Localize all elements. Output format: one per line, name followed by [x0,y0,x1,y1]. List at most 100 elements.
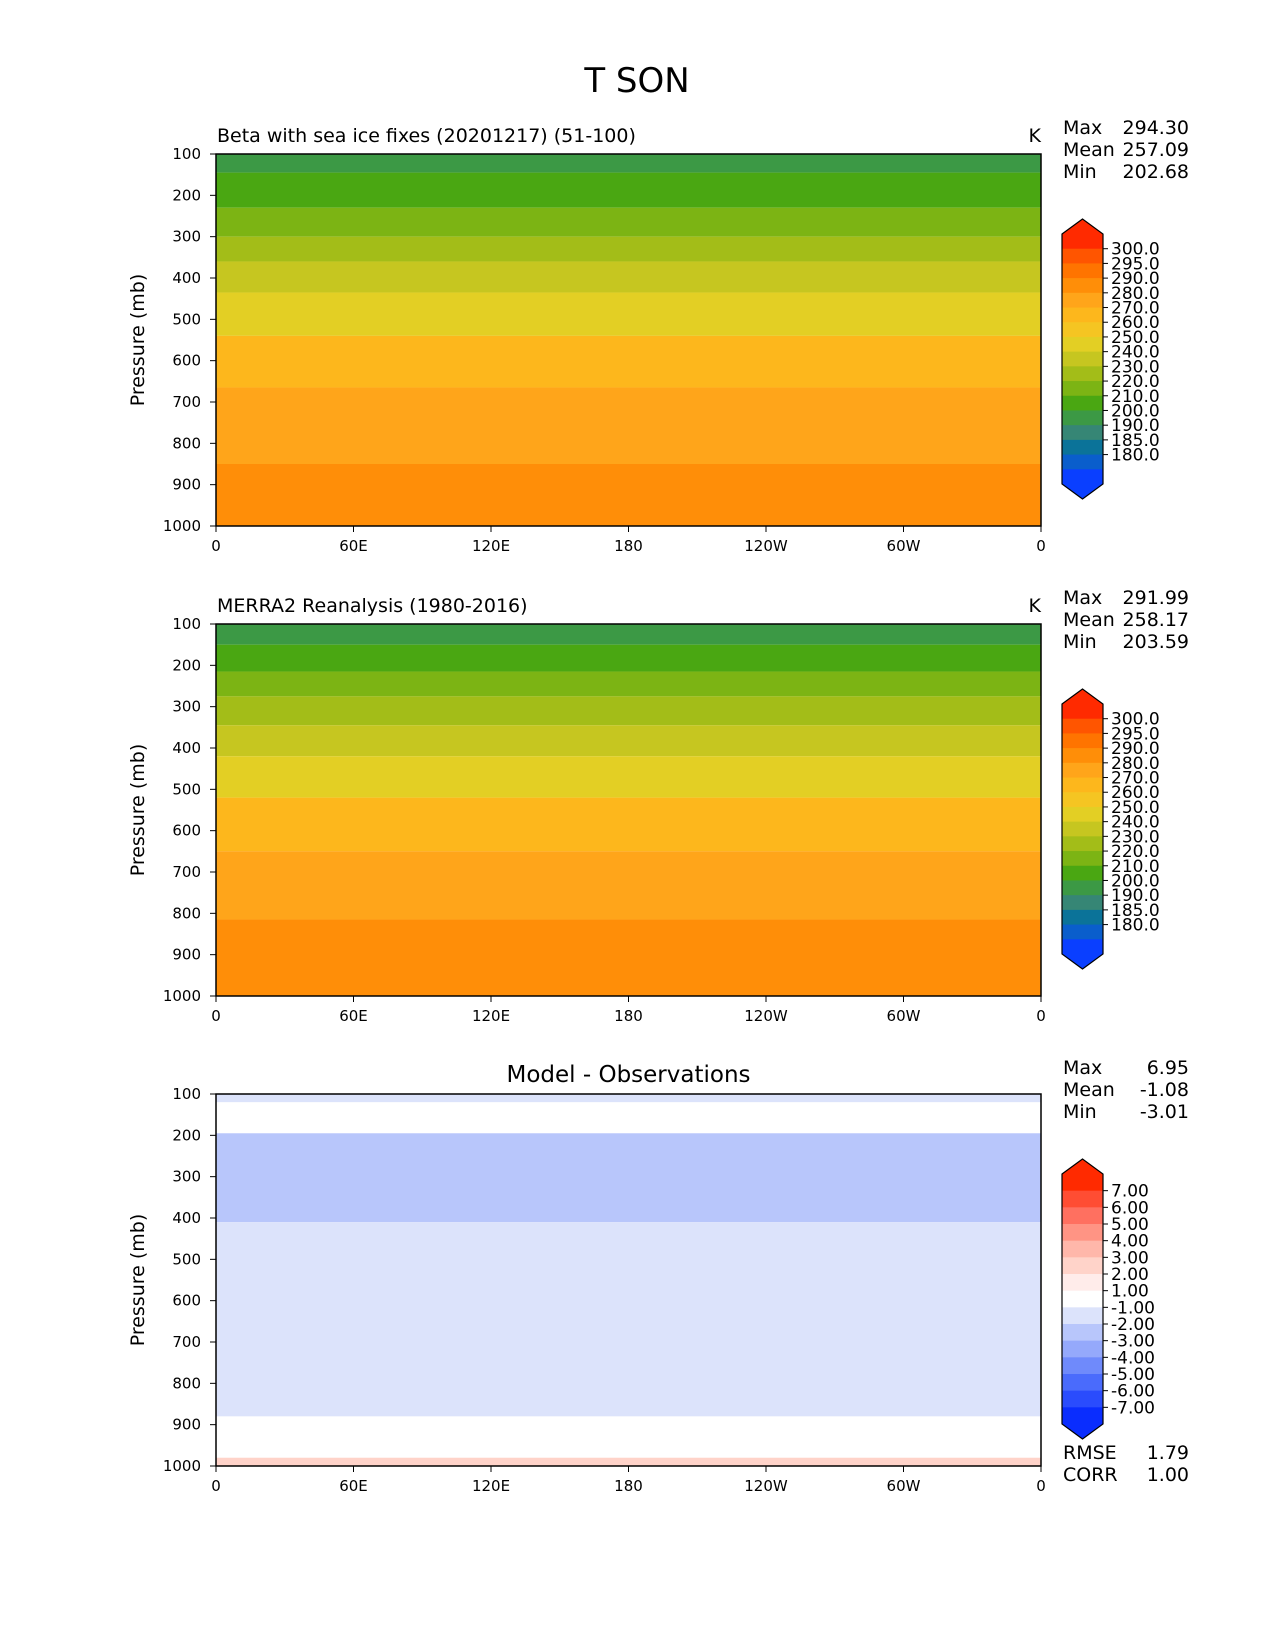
stat-label: CORR [1063,1464,1118,1486]
colorbar: 300.0295.0290.0280.0270.0260.0250.0240.0… [1061,688,1160,970]
colorbar-label: 190.0 [1111,886,1160,906]
y-tick-label: 600 [172,822,201,840]
colorbar-swatch [1062,1407,1103,1425]
contour-band [216,335,1041,388]
y-tick-label: 600 [172,352,201,370]
y-tick-label: 800 [172,904,201,922]
y-tick-label: 500 [172,780,201,798]
y-tick-label: 1000 [163,1457,201,1475]
colorbar-swatch [1062,851,1103,867]
colorbar-label: 220.0 [1111,842,1160,862]
colorbar-swatch [1062,439,1103,456]
colorbar-swatch [1062,924,1103,940]
y-tick-label: 100 [172,145,201,163]
x-tick-label: 120W [744,537,788,555]
stat-label: Min [1063,631,1097,653]
y-tick-label: 100 [172,615,201,633]
colorbar-swatch [1062,1290,1103,1308]
stat-label: Min [1063,1101,1097,1123]
colorbar-swatch [1062,307,1103,323]
colorbar-swatch [1062,292,1103,309]
colorbar-swatch [1062,1390,1103,1408]
x-tick-label: 0 [211,537,221,555]
colorbar: 300.0295.0290.0280.0270.0260.0250.0240.0… [1061,218,1160,500]
colorbar-swatch [1062,381,1103,397]
colorbar-label: 230.0 [1111,357,1160,377]
y-tick-label: 600 [172,1292,201,1310]
colorbar-swatch [1062,909,1103,926]
colorbar-swatch [1062,718,1103,734]
y-tick-label: 700 [172,393,201,411]
colorbar-label: 230.0 [1111,827,1160,847]
colorbar-swatch [1062,263,1103,279]
units-label: K [1029,595,1042,617]
colorbar-label: 180.0 [1111,916,1160,936]
stat-label: Min [1063,161,1097,183]
colorbar-swatch [1062,1374,1103,1392]
stat-value: 203.59 [1123,631,1189,653]
colorbar-label: 270.0 [1111,769,1160,789]
y-axis-label: Pressure (mb) [127,1214,149,1347]
colorbar-swatch [1062,1257,1103,1275]
colorbar-swatch [1062,1207,1103,1225]
x-tick-label: 120E [472,1477,510,1495]
colorbar-swatch [1062,704,1103,720]
colorbar-label: 210.0 [1111,387,1160,407]
contour-band [216,172,1041,208]
colorbar: 7.006.005.004.003.002.001.00-1.00-2.00-3… [1061,1158,1155,1440]
stat-value: 6.95 [1147,1057,1189,1079]
colorbar-label: -7.00 [1111,1398,1155,1418]
y-tick-label: 1000 [163,517,201,535]
colorbar-label: 2.00 [1111,1265,1149,1285]
contour-band [216,1102,1041,1134]
colorbar-label: 185.0 [1111,901,1160,921]
colorbar-arrow-bottom [1062,1424,1103,1439]
colorbar-label: 180.0 [1111,446,1160,466]
y-tick-label: 400 [172,739,201,757]
x-tick-label: 60W [887,1477,921,1495]
contour-band [216,797,1041,852]
colorbar-arrow-bottom [1062,954,1103,969]
x-tick-label: 180 [614,537,643,555]
colorbar-swatch [1062,880,1103,896]
stat-label: Max [1063,117,1102,139]
stat-value: 258.17 [1123,609,1189,631]
colorbar-swatch [1062,351,1103,367]
x-tick-label: 0 [1036,1007,1046,1025]
contour-band [216,292,1041,336]
y-axis-label: Pressure (mb) [127,744,149,877]
stat-value: -3.01 [1140,1101,1189,1123]
y-tick-label: 100 [172,1085,201,1103]
stat-value: 1.00 [1147,1464,1189,1486]
colorbar-label: -4.00 [1111,1348,1155,1368]
colorbar-label: 270.0 [1111,299,1160,319]
y-tick-label: 300 [172,1168,201,1186]
colorbar-swatch [1062,1340,1103,1358]
y-tick-label: 800 [172,434,201,452]
stat-label: Max [1063,1057,1102,1079]
y-tick-label: 200 [172,656,201,674]
contour-band [216,236,1041,262]
stat-label: Mean [1063,609,1115,631]
y-tick-label: 400 [172,1209,201,1227]
y-tick-label: 200 [172,186,201,204]
stat-value: 291.99 [1123,587,1189,609]
stat-label: Mean [1063,139,1115,161]
colorbar-swatch [1062,733,1103,749]
colorbar-outline [1061,688,1104,970]
y-tick-label: 700 [172,1333,201,1351]
colorbar-label: 250.0 [1111,798,1160,818]
x-tick-label: 60E [339,537,368,555]
colorbar-swatch [1062,469,1103,485]
contour-band [216,671,1041,697]
colorbar-swatch [1062,322,1103,338]
colorbar-label: 240.0 [1111,813,1160,833]
colorbar-label: -3.00 [1111,1332,1155,1352]
y-tick-label: 800 [172,1374,201,1392]
colorbar-label: 250.0 [1111,328,1160,348]
colorbar-label: 300.0 [1111,240,1160,260]
x-tick-label: 60W [887,1007,921,1025]
colorbar-label: 220.0 [1111,372,1160,392]
x-tick-label: 0 [211,1477,221,1495]
colorbar-label: 7.00 [1111,1182,1149,1202]
